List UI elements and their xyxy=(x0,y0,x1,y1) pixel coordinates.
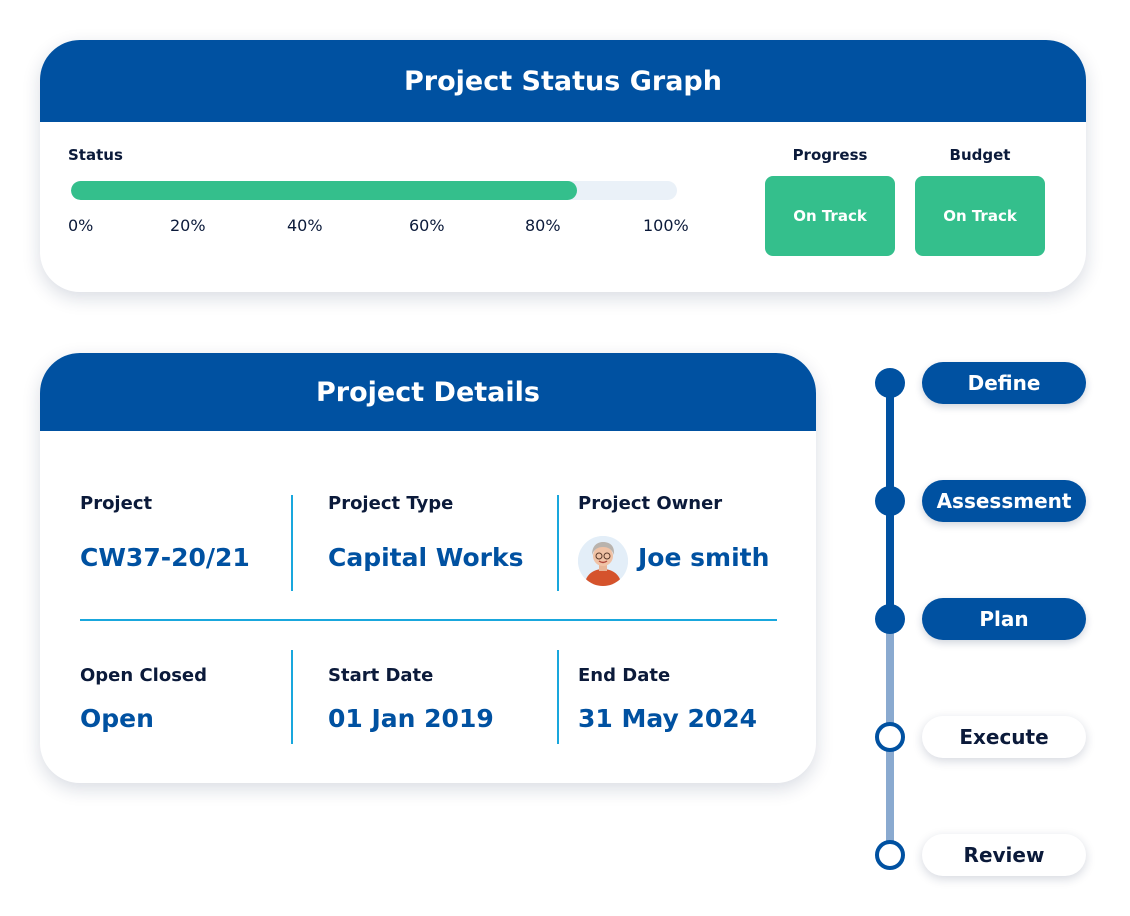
divider xyxy=(291,495,293,591)
end-date-label: End Date xyxy=(578,665,671,686)
avatar xyxy=(578,536,628,586)
status-progress-bar xyxy=(71,181,677,200)
project-status-card: Project Status Graph Status 0% 20% 40% 6… xyxy=(40,40,1086,292)
timeline-dot-define xyxy=(875,368,905,398)
start-date-label: Start Date xyxy=(328,665,434,686)
progress-title: Progress xyxy=(792,146,868,164)
budget-title: Budget xyxy=(949,146,1011,164)
divider xyxy=(557,650,559,744)
divider xyxy=(291,650,293,744)
timeline-stage-assessment[interactable]: Assessment xyxy=(922,480,1086,522)
tick-100: 100% xyxy=(643,216,689,235)
open-closed-label: Open Closed xyxy=(80,665,208,686)
divider xyxy=(557,495,559,591)
status-card-title: Project Status Graph xyxy=(40,40,1086,122)
timeline-stage-define[interactable]: Define xyxy=(922,362,1086,404)
progress-status-badge: On Track xyxy=(765,176,895,256)
divider xyxy=(80,619,777,621)
start-date-value: 01 Jan 2019 xyxy=(328,704,494,733)
timeline-dot-review xyxy=(875,840,905,870)
project-details-card: Project Details Project CW37-20/21 Proje… xyxy=(40,353,816,783)
details-card-title: Project Details xyxy=(40,353,816,431)
budget-status-badge: On Track xyxy=(915,176,1045,256)
project-owner-value: Joe smith xyxy=(638,543,770,572)
tick-80: 80% xyxy=(525,216,561,235)
timeline-stage-execute[interactable]: Execute xyxy=(922,716,1086,758)
tick-20: 20% xyxy=(170,216,206,235)
tick-0: 0% xyxy=(68,216,94,235)
timeline-stage-plan[interactable]: Plan xyxy=(922,598,1086,640)
status-label: Status xyxy=(68,146,123,164)
open-closed-value: Open xyxy=(80,704,154,733)
person-avatar-icon xyxy=(578,536,628,586)
project-type-value: Capital Works xyxy=(328,543,524,572)
timeline-stage-review[interactable]: Review xyxy=(922,834,1086,876)
project-label: Project xyxy=(80,493,153,514)
timeline-dot-execute xyxy=(875,722,905,752)
timeline-dot-assessment xyxy=(875,486,905,516)
tick-40: 40% xyxy=(287,216,323,235)
tick-60: 60% xyxy=(409,216,445,235)
project-type-label: Project Type xyxy=(328,493,454,514)
end-date-value: 31 May 2024 xyxy=(578,704,758,733)
project-value: CW37-20/21 xyxy=(80,543,250,572)
timeline-dot-plan xyxy=(875,604,905,634)
project-owner-label: Project Owner xyxy=(578,493,723,514)
status-progress-fill xyxy=(71,181,577,200)
